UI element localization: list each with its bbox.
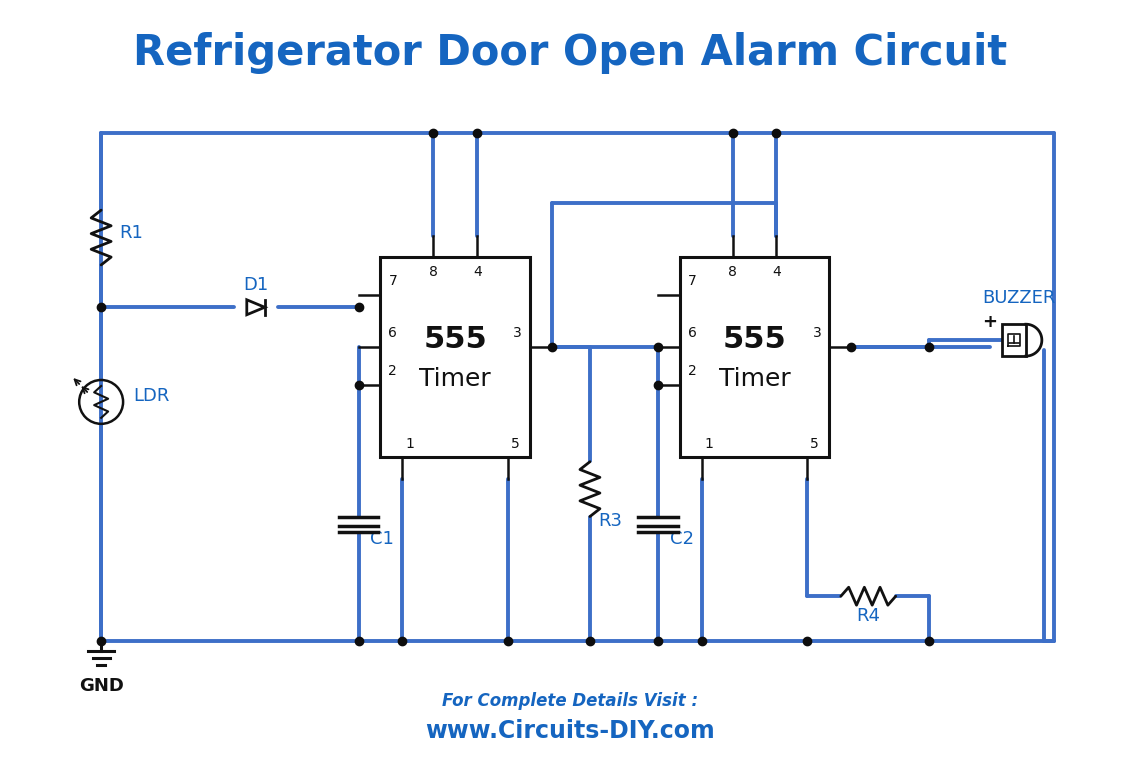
Bar xyxy=(1002,324,1026,356)
Text: www.Circuits-DIY.com: www.Circuits-DIY.com xyxy=(426,719,715,743)
Bar xyxy=(680,258,830,456)
Text: LDR: LDR xyxy=(133,387,170,405)
Text: 6: 6 xyxy=(388,326,397,340)
Text: 5: 5 xyxy=(511,437,520,451)
Text: 7: 7 xyxy=(388,274,397,288)
Text: D1: D1 xyxy=(243,277,268,294)
Text: GND: GND xyxy=(79,677,123,695)
Text: 6: 6 xyxy=(688,326,697,340)
Text: 3: 3 xyxy=(513,326,523,340)
Text: +: + xyxy=(982,313,997,331)
Text: 3: 3 xyxy=(812,326,822,340)
Text: C2: C2 xyxy=(670,530,694,549)
Text: Timer: Timer xyxy=(420,367,491,391)
Text: R3: R3 xyxy=(598,512,622,530)
Text: 4: 4 xyxy=(772,265,780,280)
Text: 7: 7 xyxy=(688,274,696,288)
Text: 1: 1 xyxy=(705,437,713,451)
Text: 555: 555 xyxy=(423,325,487,354)
Text: Timer: Timer xyxy=(719,367,791,391)
Text: R4: R4 xyxy=(856,607,880,625)
Text: C1: C1 xyxy=(371,530,395,549)
Text: BUZZER: BUZZER xyxy=(982,290,1055,307)
Text: 555: 555 xyxy=(722,325,786,354)
Text: 4: 4 xyxy=(472,265,482,280)
Text: 2: 2 xyxy=(388,364,397,378)
Text: 8: 8 xyxy=(429,265,438,280)
Text: 1: 1 xyxy=(405,437,414,451)
Bar xyxy=(380,258,531,456)
Text: R1: R1 xyxy=(119,223,143,242)
Text: 5: 5 xyxy=(810,437,819,451)
Text: 8: 8 xyxy=(728,265,737,280)
Text: Refrigerator Door Open Alarm Circuit: Refrigerator Door Open Alarm Circuit xyxy=(133,32,1008,74)
Text: For Complete Details Visit :: For Complete Details Visit : xyxy=(443,692,698,710)
Text: 2: 2 xyxy=(688,364,696,378)
